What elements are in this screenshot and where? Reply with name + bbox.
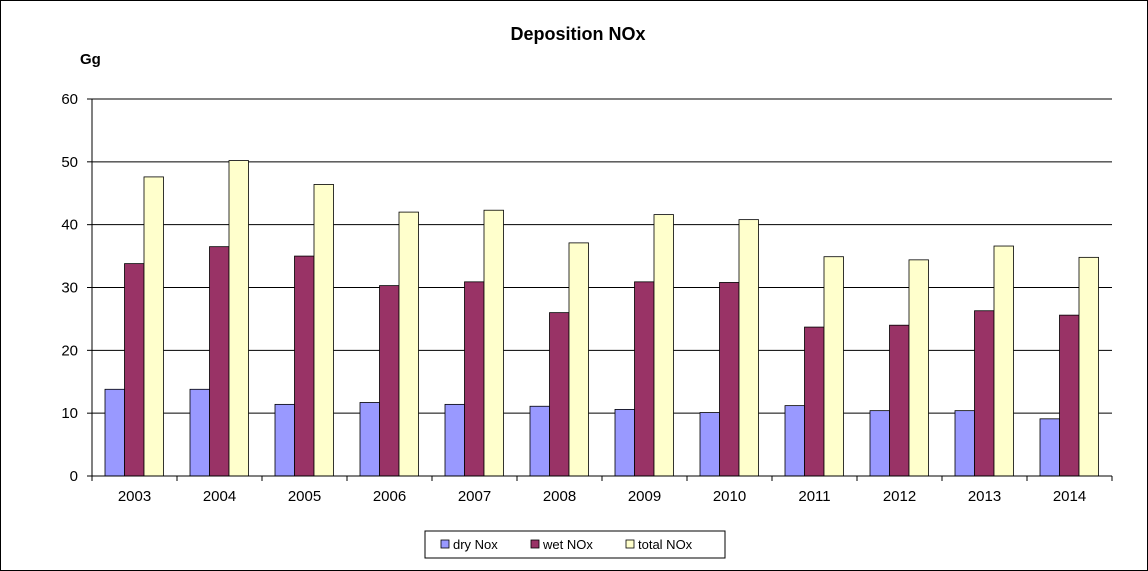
bar-dry-nox-2010 (699, 412, 720, 477)
bar-wet-nox-2009 (634, 281, 655, 477)
bar-total-nox-2012 (908, 259, 929, 477)
bar-total-nox-2007 (483, 209, 504, 477)
y-tick-label: 50 (61, 154, 78, 171)
bar-total-nox-2014 (1078, 256, 1099, 477)
bar-wet-nox-2008 (549, 312, 570, 477)
y-axis-unit: Gg (80, 51, 101, 68)
legend-swatch (530, 539, 540, 549)
bar-wet-nox-2013 (974, 310, 995, 477)
bar-wet-nox-2011 (804, 326, 825, 477)
bar-total-nox-2013 (993, 245, 1014, 477)
x-tick-label: 2007 (458, 488, 491, 505)
x-tick-label: 2014 (1053, 488, 1086, 505)
legend-swatch (440, 539, 450, 549)
y-tick-label: 60 (61, 91, 78, 108)
bar-total-nox-2005 (313, 184, 334, 477)
bar-wet-nox-2014 (1059, 314, 1080, 477)
x-tick-label: 2004 (203, 488, 236, 505)
bar-dry-nox-2007 (444, 403, 465, 477)
legend: dry Nox wet NOx total NOx (424, 530, 726, 559)
legend-label: dry Nox (453, 537, 498, 552)
bar-total-nox-2003 (143, 176, 164, 477)
bar-total-nox-2008 (568, 242, 589, 477)
y-tick-labels: 0 10 20 30 40 50 60 (61, 91, 78, 485)
bar-total-nox-2004 (228, 160, 249, 477)
bar-dry-nox-2013 (954, 410, 975, 477)
x-tick-label: 2009 (628, 488, 661, 505)
x-tick-labels: 2003 2004 2005 2006 2007 2008 2009 2010 2011 2012… (118, 488, 1086, 505)
bar-dry-nox-2011 (784, 405, 805, 477)
bar-dry-nox-2006 (359, 402, 380, 477)
bar-dry-nox-2008 (529, 405, 550, 477)
y-tick-label: 40 (61, 217, 78, 234)
bar-total-nox-2011 (823, 256, 844, 477)
y-tick-label: 20 (61, 342, 78, 359)
x-tick-label: 2010 (713, 488, 746, 505)
x-tick-label: 2013 (968, 488, 1001, 505)
legend-label: wet NOx (542, 537, 593, 552)
chart-title: Deposition NOx (510, 24, 645, 44)
y-tick-label: 0 (70, 468, 78, 485)
bar-wet-nox-2006 (379, 285, 400, 477)
bar-wet-nox-2007 (464, 281, 485, 477)
y-tick-label: 30 (61, 280, 78, 297)
legend-swatch (625, 539, 635, 549)
legend-box (424, 530, 726, 559)
x-tick-label: 2003 (118, 488, 151, 505)
bar-wet-nox-2012 (889, 324, 910, 477)
bar-dry-nox-2003 (104, 388, 125, 477)
gridlines (92, 98, 1112, 414)
bar-total-nox-2006 (398, 211, 419, 477)
bar-total-nox-2009 (653, 214, 674, 477)
x-tick-label: 2008 (543, 488, 576, 505)
bar-dry-nox-2009 (614, 408, 635, 477)
y-tick-label: 10 (61, 405, 78, 422)
bar-total-nox-2010 (738, 219, 759, 477)
bar-wet-nox-2003 (124, 263, 145, 477)
axes (87, 98, 1113, 481)
bar-dry-nox-2014 (1039, 418, 1060, 477)
bar-dry-nox-2005 (274, 403, 295, 477)
x-tick-label: 2012 (883, 488, 916, 505)
bar-wet-nox-2004 (209, 246, 230, 477)
bar-dry-nox-2012 (869, 410, 890, 477)
legend-label: total NOx (638, 537, 693, 552)
x-tick-label: 2006 (373, 488, 406, 505)
x-tick-label: 2011 (798, 488, 830, 505)
bar-dry-nox-2004 (189, 388, 210, 477)
bar-wet-nox-2010 (719, 282, 740, 477)
bars (104, 160, 1099, 477)
bar-wet-nox-2005 (294, 255, 315, 477)
x-tick-label: 2005 (288, 488, 321, 505)
